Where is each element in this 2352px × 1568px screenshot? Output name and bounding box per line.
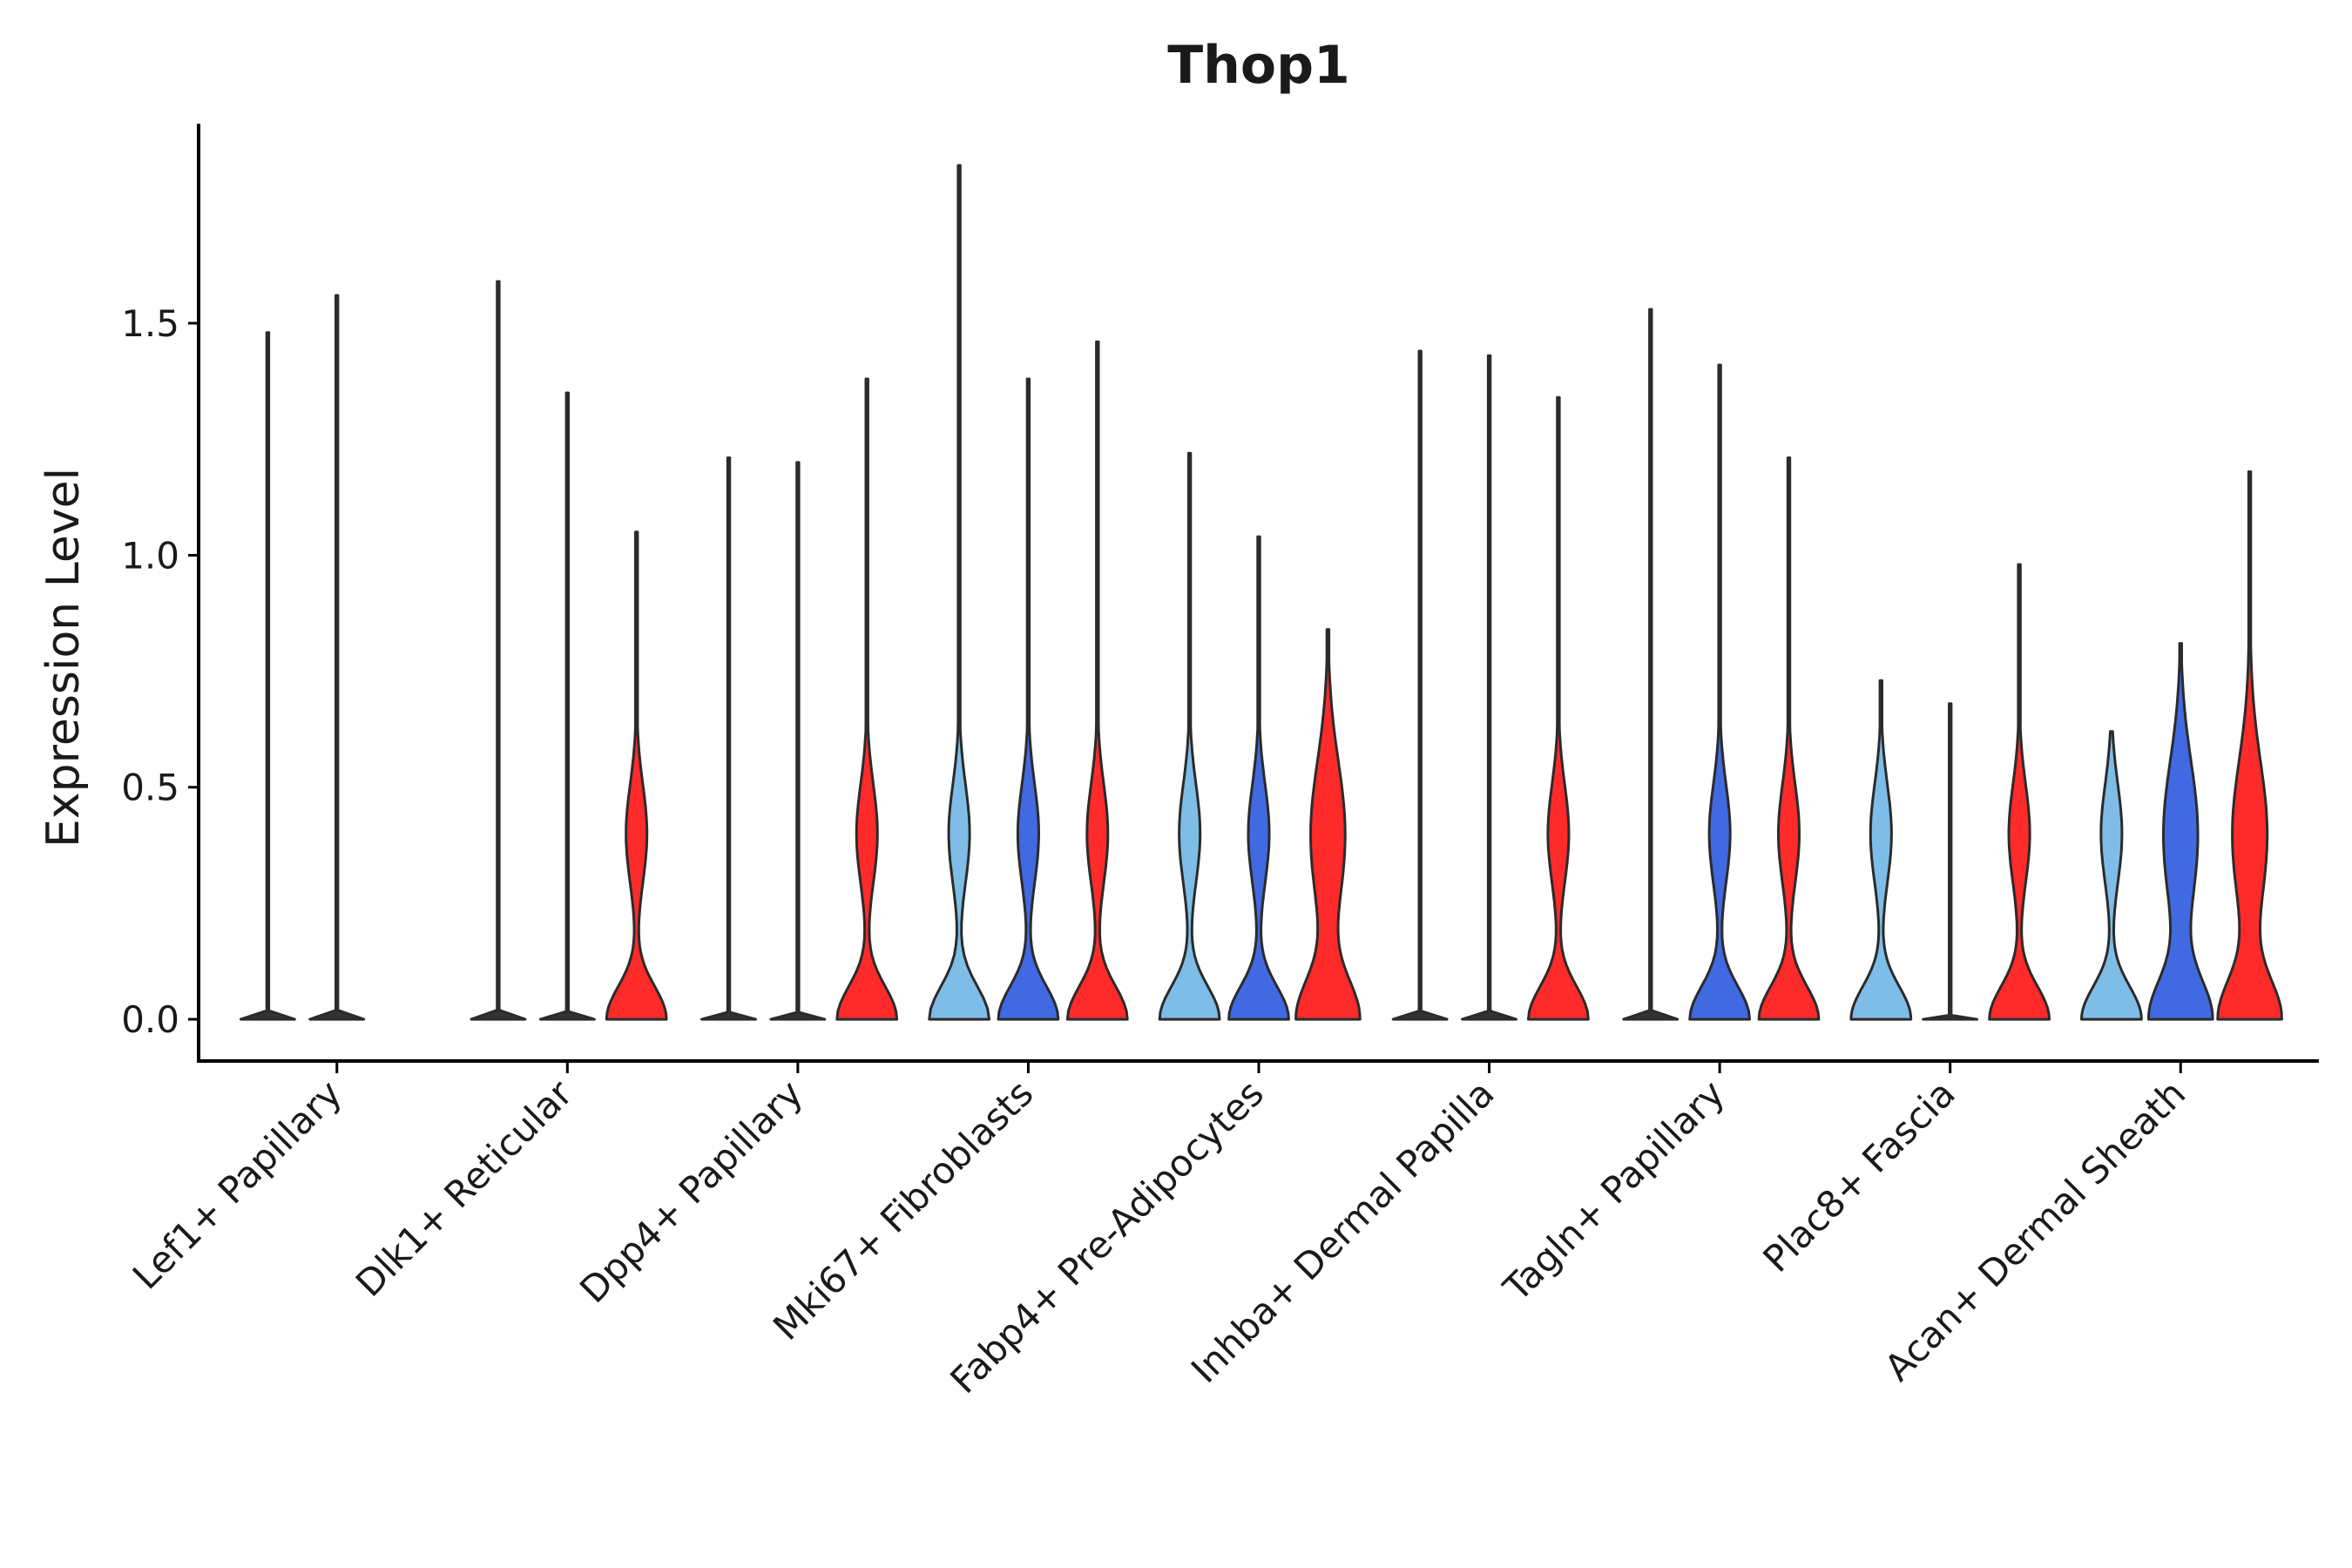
x-tick-label: Plac8+ Fascia	[1754, 1071, 1963, 1280]
violin-condition-2-2	[769, 461, 827, 1021]
violin-condition-1-1	[470, 280, 527, 1021]
x-tick-label: Dlk1+ Reticular	[348, 1071, 581, 1305]
y-tick-label: 1.0	[121, 534, 179, 577]
violin-condition-3-5	[1527, 395, 1590, 1021]
violin-condition-3-4	[1294, 628, 1362, 1021]
y-axis-label: Expression Level	[37, 468, 90, 848]
violin-condition-1-6	[1622, 308, 1680, 1021]
violin-condition-1-3	[928, 164, 990, 1021]
violin-condition-3-1	[605, 531, 668, 1021]
violin-condition-2-0	[308, 294, 366, 1021]
violin-condition-2-8	[2147, 642, 2214, 1021]
y-tick-label: 0.5	[121, 767, 179, 809]
violin-condition-2-5	[1461, 354, 1517, 1021]
chart-title: Thop1	[1167, 35, 1350, 96]
violin-condition-1-5	[1391, 349, 1449, 1021]
y-tick-label: 1.5	[121, 302, 179, 345]
violin-condition-3-3	[1065, 340, 1129, 1021]
violin-condition-1-2	[700, 456, 757, 1021]
x-tick-label: Tagln+ Papillary	[1495, 1071, 1733, 1309]
violin-condition-3-7	[1988, 563, 2051, 1021]
violin-condition-2-4	[1227, 535, 1290, 1021]
violin-condition-1-4	[1158, 451, 1221, 1021]
x-tick-label: Lef1+ Papillary	[125, 1071, 350, 1297]
violin-layer	[239, 164, 2283, 1021]
violin-condition-2-1	[538, 391, 596, 1021]
violin-condition-1-7	[1849, 679, 1913, 1021]
violin-condition-1-8	[2080, 730, 2143, 1021]
y-ticks: 0.0 0.5 1.0 1.5	[121, 302, 199, 1041]
x-tick-label: Dpp4+ Papillary	[571, 1071, 811, 1311]
violin-condition-2-3	[997, 377, 1060, 1021]
x-tick-label: Mki67+ Fibroblasts	[765, 1071, 1041, 1348]
violin-condition-3-8	[2216, 470, 2283, 1021]
y-tick-label: 0.0	[121, 998, 179, 1041]
violin-condition-2-6	[1688, 363, 1751, 1021]
violin-condition-2-7	[1922, 702, 1979, 1021]
violin-condition-3-2	[835, 377, 899, 1021]
violin-condition-3-6	[1757, 456, 1821, 1021]
violin-condition-1-0	[239, 331, 296, 1021]
